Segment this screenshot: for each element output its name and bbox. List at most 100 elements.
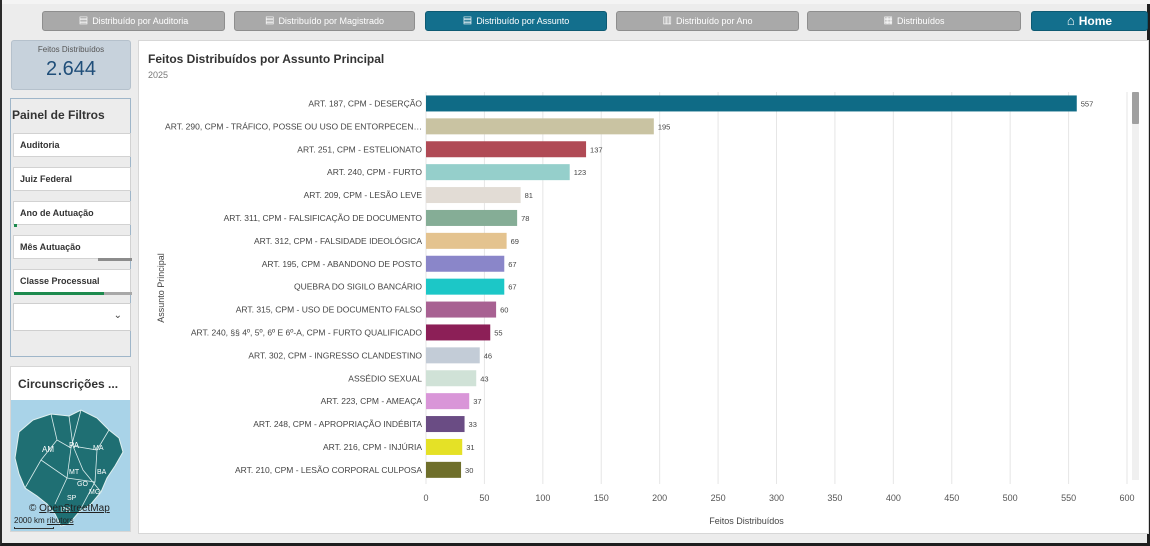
nav-button-auditoria[interactable]: ▤ Distribuído por Auditoria bbox=[42, 11, 225, 31]
category-label: ART. 195, CPM - ABANDONO DE POSTO bbox=[262, 259, 423, 269]
bar bbox=[426, 118, 654, 135]
y-axis-label: Assunto Principal bbox=[156, 253, 166, 323]
data-label: 33 bbox=[469, 420, 477, 429]
bar bbox=[426, 324, 491, 341]
data-label: 46 bbox=[484, 351, 492, 360]
scrollbar-thumb[interactable] bbox=[1132, 92, 1139, 124]
data-label: 43 bbox=[480, 374, 488, 383]
bar bbox=[426, 141, 587, 158]
map-label-pa: PA bbox=[69, 441, 80, 450]
category-label: ART. 209, CPM - LESÃO LEVE bbox=[304, 190, 423, 200]
nav-button-magistrado[interactable]: ▤ Distribuído por Magistrado bbox=[234, 11, 415, 31]
chart-subtitle: 2025 bbox=[148, 70, 169, 80]
category-label: ART. 240, CPM - FURTO bbox=[327, 167, 422, 177]
table-icon: ▦ bbox=[883, 15, 893, 26]
x-tick-label: 150 bbox=[594, 493, 609, 503]
map-label-mt: MT bbox=[69, 469, 80, 476]
top-strip bbox=[2, 0, 1150, 4]
bar bbox=[426, 232, 507, 249]
category-label: ART. 312, CPM - FALSIDADE IDEOLÓGICA bbox=[254, 236, 422, 246]
nav-button-assunto[interactable]: ▤ Distribuído por Assunto bbox=[425, 11, 607, 31]
x-axis-label: Feitos Distribuídos bbox=[709, 516, 784, 526]
filter-juiz-federal[interactable]: Juiz Federal bbox=[13, 167, 131, 191]
category-label: ART. 302, CPM - INGRESSO CLANDESTINO bbox=[248, 350, 422, 360]
bar bbox=[426, 347, 480, 364]
category-label: ART. 223, CPM - AMEAÇA bbox=[321, 396, 423, 406]
category-label: ART. 251, CPM - ESTELIONATO bbox=[297, 144, 422, 154]
bar bbox=[426, 255, 505, 272]
selection-bar bbox=[98, 258, 132, 261]
home-button[interactable]: ⌂ Home bbox=[1031, 11, 1148, 31]
chevron-down-icon: ⌄ bbox=[113, 310, 122, 321]
data-label: 78 bbox=[521, 214, 529, 223]
category-label: ART. 187, CPM - DESERÇÃO bbox=[308, 98, 422, 108]
filter-label: Juiz Federal bbox=[20, 174, 73, 184]
data-label: 60 bbox=[500, 306, 508, 315]
data-label: 69 bbox=[511, 237, 519, 246]
map-label-mg: MG bbox=[89, 489, 100, 496]
home-icon: ⌂ bbox=[1066, 13, 1075, 28]
filter-ano-autuacao[interactable]: Ano de Autuação bbox=[13, 201, 131, 227]
data-label: 557 bbox=[1081, 99, 1094, 108]
selection-bar bbox=[14, 224, 17, 227]
map-title: Circunscrições ... bbox=[18, 377, 119, 391]
map-attribution[interactable]: © OpenStreetMap bbox=[29, 503, 110, 514]
data-label: 195 bbox=[658, 122, 671, 131]
x-tick-label: 400 bbox=[886, 493, 901, 503]
bar bbox=[426, 370, 477, 387]
chart-scrollbar[interactable] bbox=[1132, 92, 1139, 480]
category-label: ART. 311, CPM - FALSIFICAÇÃO DE DOCUMENT… bbox=[224, 213, 423, 223]
bar bbox=[426, 301, 497, 318]
filter-auditoria[interactable]: Auditoria bbox=[13, 133, 131, 157]
map-label-ba: BA bbox=[97, 469, 107, 476]
bar bbox=[426, 278, 505, 295]
selection-bar bbox=[14, 292, 104, 295]
bar bbox=[426, 416, 465, 433]
bar-chart-icon: ▥ bbox=[662, 15, 672, 26]
scale-label: 2000 km bbox=[14, 516, 45, 525]
kpi-value: 2.644 bbox=[45, 58, 97, 80]
map-view[interactable]: AM PA MA MT BA GO MG SP PR © OpenStreetM… bbox=[11, 400, 130, 531]
x-tick-label: 200 bbox=[652, 493, 667, 503]
data-label: 137 bbox=[590, 145, 603, 154]
nav-button-ano[interactable]: ▥ Distribuído por Ano bbox=[616, 11, 799, 31]
bar bbox=[426, 461, 462, 478]
nav-label: Distribuído por Ano bbox=[675, 16, 753, 26]
map-label-go: GO bbox=[77, 481, 88, 488]
data-label: 55 bbox=[494, 328, 502, 337]
data-label: 67 bbox=[508, 260, 516, 269]
map-scale: 2000 km ributors bbox=[14, 516, 74, 525]
category-label: ART. 290, CPM - TRÁFICO, POSSE OU USO DE… bbox=[165, 121, 422, 131]
filter-dropdown[interactable]: ⌄ bbox=[13, 303, 131, 331]
category-label: QUEBRA DO SIGILO BANCÁRIO bbox=[294, 282, 422, 292]
list-icon: ▤ bbox=[264, 15, 275, 26]
x-tick-label: 50 bbox=[479, 493, 489, 503]
nav-button-distribuidos[interactable]: ▦ Distribuídos bbox=[807, 11, 1021, 31]
map-label-ma: MA bbox=[93, 445, 104, 452]
category-label: ART. 216, CPM - INJÚRIA bbox=[323, 442, 422, 452]
x-tick-label: 500 bbox=[1003, 493, 1018, 503]
category-label: ART. 248, CPM - APROPRIAÇÃO INDÉBITA bbox=[253, 419, 422, 429]
filter-panel: Painel de Filtros Auditoria Juiz Federal… bbox=[10, 98, 132, 357]
selection-bar bbox=[104, 292, 132, 295]
bar bbox=[426, 393, 470, 410]
kpi-label: Feitos Distribuídos bbox=[37, 45, 105, 54]
map-label-sp: SP bbox=[67, 495, 77, 502]
bar bbox=[426, 95, 1077, 112]
bar bbox=[426, 438, 463, 455]
x-tick-label: 450 bbox=[944, 493, 959, 503]
x-tick-label: 350 bbox=[827, 493, 842, 503]
x-tick-label: 600 bbox=[1119, 493, 1134, 503]
copyright-symbol: © bbox=[29, 503, 37, 514]
osm-link[interactable]: OpenStreetMap bbox=[39, 503, 110, 514]
bar bbox=[426, 187, 521, 204]
filter-label: Classe Processual bbox=[20, 276, 100, 286]
map-label-am: AM bbox=[42, 445, 54, 454]
scale-bar bbox=[14, 527, 54, 529]
bar bbox=[426, 209, 518, 226]
category-label: ART. 315, CPM - USO DE DOCUMENTO FALSO bbox=[236, 305, 423, 315]
x-tick-label: 100 bbox=[535, 493, 550, 503]
filter-mes-autuacao[interactable]: Mês Autuação bbox=[13, 235, 132, 261]
filter-classe-processual[interactable]: Classe Processual bbox=[13, 269, 132, 295]
x-tick-label: 250 bbox=[711, 493, 726, 503]
